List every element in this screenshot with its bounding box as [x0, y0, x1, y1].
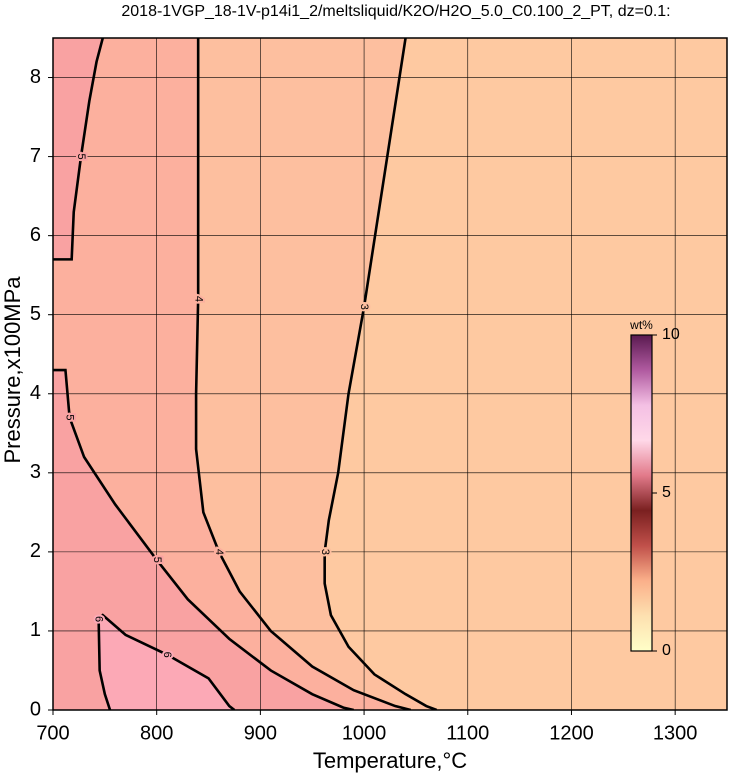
- y-tick-label: 8: [30, 66, 41, 88]
- x-tick-label: 1200: [549, 722, 594, 744]
- plot-area: [53, 38, 727, 710]
- y-tick-label: 6: [30, 224, 41, 246]
- y-tick-label: 5: [30, 303, 41, 325]
- x-tick-label: 1000: [342, 722, 387, 744]
- x-tick-label: 1300: [653, 722, 698, 744]
- y-tick-label: 0: [30, 698, 41, 720]
- y-tick-label: 2: [30, 540, 41, 562]
- y-tick-label: 4: [30, 382, 41, 404]
- contour-line: [323, 38, 438, 710]
- y-tick-label: 7: [30, 145, 41, 167]
- contour-label: 3: [319, 549, 331, 555]
- x-tick-label: 1100: [446, 722, 489, 744]
- colorbar-tick-label: 10: [662, 326, 680, 343]
- colorbar: [630, 334, 653, 652]
- contour-label: 5: [151, 557, 163, 563]
- chart-title: 2018-1VGP_18-1V-p14i1_2/meltsliquid/K2O/…: [121, 3, 670, 20]
- contour-line: [194, 38, 412, 710]
- contour-fill: [53, 370, 354, 710]
- colorbar-tick-label: 5: [662, 484, 671, 501]
- y-axis-label: Pressure,x100MPa: [0, 276, 25, 464]
- plot-frame: [52, 37, 728, 711]
- x-tick-label: 700: [36, 722, 69, 744]
- colorbar-tick-label: 0: [662, 642, 671, 659]
- contour-fill: [53, 615, 235, 710]
- contour-label: 5: [75, 154, 87, 160]
- contour-line: [97, 613, 236, 710]
- x-tick-label: 900: [244, 722, 277, 744]
- contour-line: [53, 38, 105, 261]
- contour-label: 4: [213, 549, 225, 555]
- x-tick-label: 800: [140, 722, 173, 744]
- contour-label: 5: [64, 414, 76, 420]
- contour-label: 3: [358, 304, 370, 310]
- contour-label: 6: [161, 652, 173, 658]
- contour-label: 4: [192, 296, 204, 302]
- contour-line: [53, 368, 354, 710]
- y-tick-label: 3: [30, 461, 41, 483]
- colorbar-label: wt%: [629, 318, 653, 332]
- y-tick-label: 1: [30, 619, 41, 641]
- x-axis-label: Temperature,°C: [313, 748, 467, 773]
- contour-label: 6: [93, 616, 105, 622]
